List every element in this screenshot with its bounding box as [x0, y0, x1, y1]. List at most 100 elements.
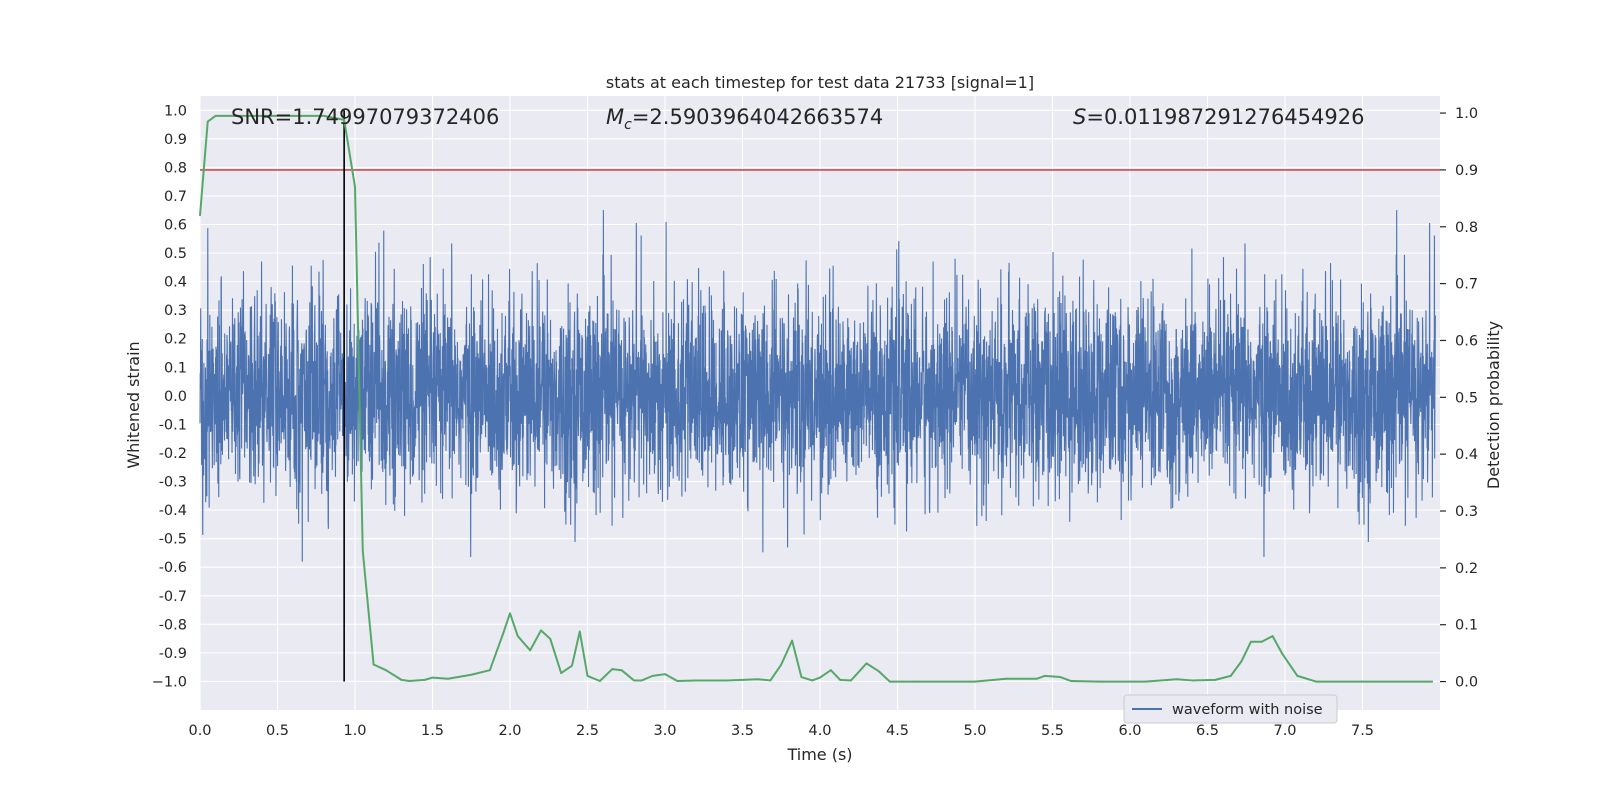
y-tick-right-6: 0.4	[1455, 447, 1478, 463]
y-tick-left-14: -0.4	[159, 503, 187, 519]
y-tick-left-12: -0.2	[159, 446, 187, 462]
y-tick-left-15: -0.5	[159, 532, 187, 548]
legend: waveform with noise	[1123, 694, 1338, 724]
waveform-with-noise-line	[199, 210, 1436, 562]
probability-point-26	[571, 664, 573, 667]
x-tick-label-4: 2.0	[498, 723, 521, 739]
tick-labels: 0.0 0.5 1.0 1.5 2.0 2.5 3.0 3.5 4.0 4.5 5.0 5.5 6.0 6…	[152, 103, 1478, 739]
legend-label: waveform with noise	[1172, 702, 1323, 718]
s-symbol: S	[1073, 105, 1086, 129]
y-tick-right-2: 0.8	[1455, 220, 1478, 236]
probability-point-6	[323, 114, 325, 117]
probability-point-29	[599, 680, 601, 682]
y-tick-left-19: -0.9	[159, 646, 187, 662]
y-axis-label-left: Whitened strain	[124, 341, 143, 468]
probability-point-5	[292, 114, 294, 117]
y-tick-right-1: 0.9	[1455, 163, 1478, 179]
y-tick-left-16: -0.6	[159, 560, 187, 576]
x-tick-label-8: 4.0	[808, 723, 831, 739]
probability-point-44	[811, 679, 814, 682]
x-tick-label-12: 6.0	[1118, 723, 1141, 739]
y-tick-left-5: 0.5	[164, 246, 187, 262]
probability-point-39	[757, 678, 759, 681]
y-tick-left-3: 0.7	[164, 189, 187, 205]
probability-point-49	[865, 662, 868, 665]
probability-point-45	[819, 676, 821, 679]
probability-point-67	[1260, 640, 1263, 643]
probability-point-58	[1070, 680, 1072, 682]
y-tick-left-2: 0.8	[164, 160, 187, 176]
probability-point-69	[1281, 652, 1283, 655]
probability-point-60	[1144, 680, 1147, 683]
probability-point-36	[676, 680, 679, 682]
probability-point-24	[549, 638, 552, 640]
x-axis-label: Time (s)	[786, 745, 852, 764]
y-tick-right-0: 1.0	[1455, 106, 1478, 122]
probability-point-31	[620, 669, 623, 672]
x-tick-label-1: 0.5	[266, 723, 289, 739]
chart-title: stats at each timestep for test data 217…	[606, 73, 1034, 92]
probability-point-38	[726, 679, 728, 682]
y-axis-label-right: Detection probability	[1484, 321, 1503, 489]
y-tick-left-17: -0.7	[159, 589, 187, 605]
probability-point-43	[800, 676, 803, 678]
probability-point-72	[1361, 680, 1364, 683]
y-tick-left-13: -0.3	[159, 475, 187, 491]
x-tick-label-13: 6.5	[1196, 723, 1219, 739]
y-tick-right-5: 0.5	[1455, 390, 1478, 406]
probability-point-68	[1271, 635, 1274, 637]
y-tick-right-3: 0.7	[1455, 277, 1478, 293]
probability-point-62	[1191, 679, 1193, 682]
s-annotation: S=0.011987291276454926	[1073, 105, 1364, 129]
y-tick-left-4: 0.6	[164, 218, 187, 234]
probability-point-23	[540, 629, 542, 632]
y-tick-left-7: 0.3	[164, 303, 187, 319]
probability-point-66	[1250, 640, 1252, 643]
probability-point-37	[695, 679, 697, 682]
probability-point-70	[1296, 674, 1299, 677]
y-tick-left-11: -0.1	[159, 417, 187, 433]
probability-point-7	[343, 118, 346, 121]
x-tick-label-11: 5.5	[1041, 723, 1064, 739]
y-tick-left-10: 0.0	[164, 389, 187, 405]
y-tick-left-8: 0.2	[164, 332, 187, 348]
x-tick-label-5: 2.5	[576, 723, 599, 739]
probability-point-17	[470, 673, 473, 676]
probability-point-11	[385, 669, 387, 672]
probability-point-59	[1098, 680, 1100, 683]
probability-point-42	[791, 639, 793, 642]
y-tick-left-9: 0.1	[164, 360, 187, 376]
chirp-mass-symbol: M	[606, 105, 624, 129]
probability-point-56	[1043, 674, 1046, 677]
y-tick-right-8: 0.2	[1455, 561, 1478, 577]
probability-point-0	[199, 214, 201, 217]
probability-point-3	[230, 114, 232, 117]
probability-point-19	[501, 635, 504, 637]
probability-point-18	[488, 669, 491, 672]
probability-point-10	[372, 663, 375, 666]
probability-point-27	[578, 630, 581, 633]
x-tick-label-15: 7.5	[1351, 723, 1374, 739]
probability-point-4	[261, 114, 263, 117]
probability-point-33	[640, 679, 643, 682]
probability-point-65	[1240, 660, 1243, 663]
probability-point-48	[850, 679, 852, 682]
probability-point-40	[769, 679, 772, 682]
probability-point-51	[888, 680, 891, 683]
probability-point-46	[829, 669, 832, 672]
y-tick-left-1: 0.9	[164, 132, 187, 148]
probability-point-52	[912, 680, 914, 683]
y-tick-right-7: 0.3	[1455, 504, 1478, 520]
y-tick-left-20: −1.0	[152, 674, 187, 690]
probability-point-73	[1431, 680, 1434, 683]
detection-probability-line	[199, 114, 1433, 683]
y-tick-left-18: -0.8	[159, 617, 187, 633]
chirp-mass-value: =2.5903964042663574	[632, 105, 883, 129]
x-tick-label-7: 3.5	[731, 723, 754, 739]
probability-point-61	[1175, 678, 1178, 681]
chirp-mass-annotation: Mc=2.5903964042663574	[606, 105, 883, 133]
probability-point-30	[611, 668, 614, 670]
x-tick-label-3: 1.5	[421, 723, 444, 739]
probability-point-16	[447, 677, 449, 680]
